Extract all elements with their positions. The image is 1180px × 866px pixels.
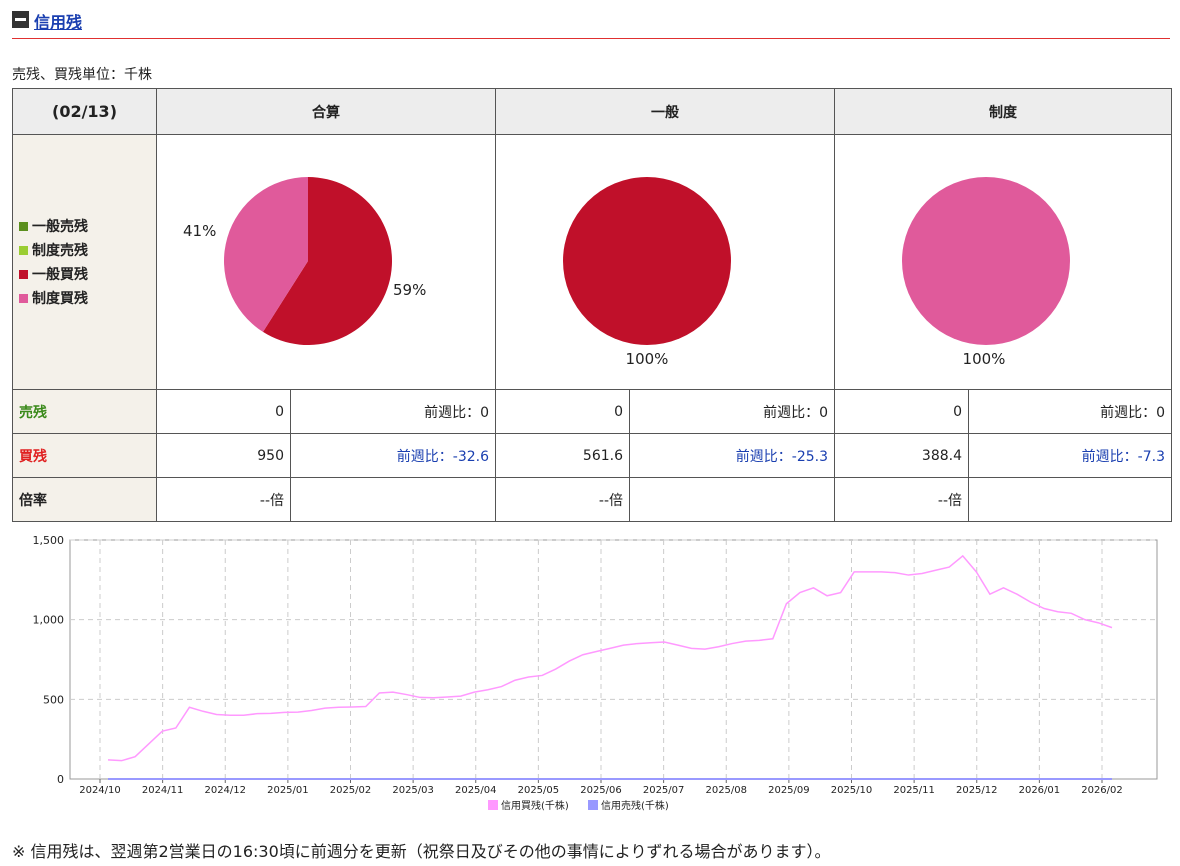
legend-swatch: [19, 269, 28, 279]
column-header-system: 制度: [834, 88, 1172, 135]
ratio-value-general: --倍: [495, 477, 630, 522]
legend-label: 信用買残(千株): [501, 799, 569, 812]
x-tick-label: 2025/02: [330, 785, 372, 796]
pie-slice-buy-general: [563, 177, 731, 345]
pie-slice-buy-general: [262, 177, 392, 345]
buy-weekly-total: 前週比：-32.6: [290, 433, 496, 478]
pie-chart-system: 100%: [902, 177, 1070, 368]
sell-value-system: 0: [834, 389, 969, 434]
sell-value-general: 0: [495, 389, 630, 434]
legend-item: 一般売残: [19, 214, 150, 238]
x-tick-label: 2026/02: [1081, 785, 1123, 796]
pie-cell-system: 100%: [834, 134, 1172, 390]
column-header-general: 一般: [495, 88, 835, 135]
section-title-link[interactable]: 信用残: [34, 13, 83, 32]
margin-table: (02/13) 合算 一般 制度 一般売残 制度売残 一般買残 制度買残 41%…: [12, 88, 1172, 522]
pie-label: 59%: [393, 281, 426, 299]
sell-weekly-total: 前週比：0: [290, 389, 496, 434]
x-tick-label: 2024/11: [142, 785, 184, 796]
date-header: (02/13): [12, 88, 157, 135]
pie-slice-buy-system: [902, 177, 1070, 345]
x-tick-label: 2025/11: [893, 785, 935, 796]
row-label-sell: 売残: [12, 389, 157, 434]
x-tick-label: 2025/04: [455, 785, 497, 796]
footnote: ※ 信用残は、翌週第2営業日の16:30頃に前週分を更新（祝祭日及びその他の事情…: [12, 842, 831, 861]
ratio-empty-general: [629, 477, 835, 522]
legend-label: 信用売残(千株): [601, 799, 669, 812]
pie-cell-general: 100%: [495, 134, 835, 390]
legend-swatch: [19, 245, 28, 255]
collapse-icon[interactable]: [12, 11, 29, 28]
legend-item: 制度売残: [19, 238, 150, 262]
pie-label: 41%: [183, 222, 216, 240]
buy-value-general: 561.6: [495, 433, 630, 478]
sell-value-total: 0: [156, 389, 291, 434]
ratio-empty-total: [290, 477, 496, 522]
legend-item: 一般買残: [19, 262, 150, 286]
buy-value-total: 950: [156, 433, 291, 478]
x-tick-label: 2025/01: [267, 785, 309, 796]
sell-weekly-general: 前週比：0: [629, 389, 835, 434]
ratio-value-system: --倍: [834, 477, 969, 522]
unit-label: 売残、買残単位：千株: [12, 67, 152, 83]
y-tick-label: 1,000: [33, 614, 65, 627]
column-header-total: 合算: [156, 88, 496, 135]
ratio-value-total: --倍: [156, 477, 291, 522]
pie-label: 100%: [963, 350, 1006, 368]
ratio-empty-system: [968, 477, 1172, 522]
x-tick-label: 2025/05: [518, 785, 560, 796]
x-tick-label: 2025/09: [768, 785, 810, 796]
legend-item: 制度買残: [19, 286, 150, 310]
y-tick-label: 1,500: [33, 534, 65, 547]
pie-chart-total: 41% 59%: [183, 177, 426, 345]
x-tick-label: 2025/06: [580, 785, 622, 796]
x-tick-label: 2024/12: [204, 785, 246, 796]
pie-label: 100%: [626, 350, 669, 368]
legend-swatch: [488, 800, 498, 810]
y-tick-label: 0: [57, 773, 64, 786]
sell-weekly-system: 前週比：0: [968, 389, 1172, 434]
x-tick-label: 2024/10: [79, 785, 121, 796]
row-label-buy: 買残: [12, 433, 157, 478]
pie-legend: 一般売残 制度売残 一般買残 制度買残: [12, 134, 157, 390]
pie-slice-buy-system: [223, 177, 308, 332]
legend-swatch: [19, 293, 28, 303]
pie-cell-total: 41% 59%: [156, 134, 496, 390]
buy-value-system: 388.4: [834, 433, 969, 478]
series-line-buy: [107, 554, 1113, 762]
legend-swatch: [588, 800, 598, 810]
x-tick-label: 2025/03: [392, 785, 434, 796]
x-tick-label: 2026/01: [1019, 785, 1061, 796]
section-header: 信用残: [12, 8, 1170, 39]
x-tick-label: 2025/08: [705, 785, 747, 796]
margin-balance-line-chart: 0 500 1,000 1,500 2024/10 2024/11 2024/12 2025/…: [33, 534, 1158, 812]
x-tick-label: 2025/10: [831, 785, 873, 796]
row-label-ratio: 倍率: [12, 477, 157, 522]
pie-chart-general: 100%: [563, 177, 731, 368]
legend-swatch: [19, 221, 28, 231]
buy-weekly-system: 前週比：-7.3: [968, 433, 1172, 478]
x-tick-label: 2025/07: [643, 785, 685, 796]
buy-weekly-general: 前週比：-25.3: [629, 433, 835, 478]
y-tick-label: 500: [43, 693, 64, 706]
plot-area: [69, 539, 1158, 780]
x-tick-label: 2025/12: [956, 785, 998, 796]
